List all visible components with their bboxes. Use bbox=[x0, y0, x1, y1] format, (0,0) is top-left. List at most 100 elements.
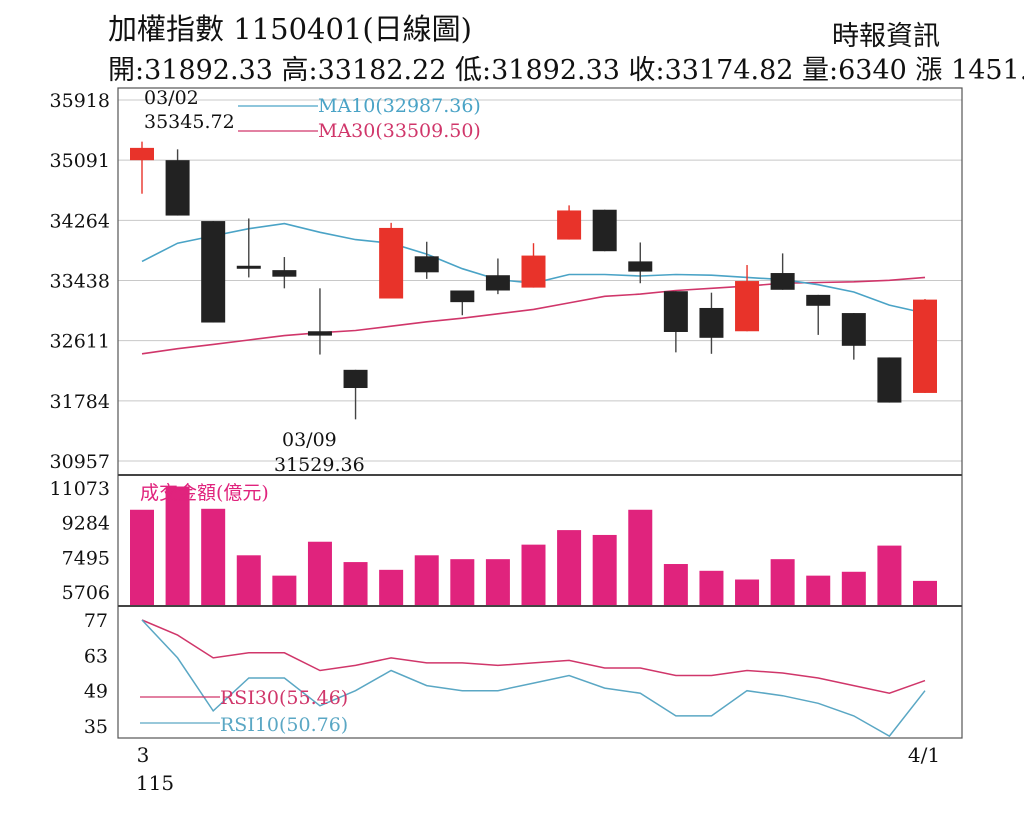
candle-body-down bbox=[343, 369, 368, 389]
rsi-tick-label: 49 bbox=[84, 681, 108, 703]
candle bbox=[628, 242, 653, 284]
candle-body-down bbox=[877, 357, 902, 403]
candles-layer bbox=[130, 141, 937, 420]
candle-body-up bbox=[521, 255, 546, 288]
candle bbox=[770, 253, 795, 290]
candle bbox=[201, 221, 226, 323]
candle-body-down bbox=[272, 270, 297, 277]
volume-tick-label: 9284 bbox=[62, 513, 110, 535]
ma10-legend: MA10(32987.36) bbox=[318, 95, 481, 117]
candle bbox=[841, 313, 866, 360]
candle bbox=[414, 241, 439, 279]
candle-body-down bbox=[236, 265, 261, 269]
candle-body-down bbox=[841, 313, 866, 346]
candle bbox=[165, 149, 190, 216]
candle-body-up bbox=[557, 210, 582, 240]
x-tick-sublabel: 115 bbox=[136, 771, 174, 795]
candle-body-down bbox=[450, 290, 475, 303]
x-tick-label: 3 bbox=[137, 743, 150, 767]
candle-body-down bbox=[663, 291, 688, 332]
ma30-line bbox=[141, 276, 926, 355]
volume-bar bbox=[343, 562, 368, 606]
candle-body-down bbox=[201, 221, 226, 323]
labels-layer: MA10(32987.36) MA30(33509.50) 03/0235345.7… bbox=[140, 87, 481, 736]
price-tick-label: 33438 bbox=[50, 271, 110, 293]
volume-bar bbox=[841, 571, 866, 606]
candle bbox=[806, 294, 831, 335]
rsi-y-axis: 77 63 49 35 bbox=[84, 610, 108, 738]
rsi10-legend: RSI10(50.76) bbox=[220, 714, 348, 736]
candle-body-down bbox=[806, 294, 831, 306]
candle-body-up bbox=[130, 147, 154, 161]
plot-border bbox=[117, 87, 963, 739]
volume-tick-label: 5706 bbox=[62, 582, 110, 604]
volume-bar bbox=[877, 545, 902, 606]
low-annotation-date: 03/09 bbox=[282, 429, 337, 451]
candle-body-down bbox=[699, 307, 724, 338]
high-annotation-date: 03/02 bbox=[144, 87, 199, 109]
candle bbox=[877, 357, 902, 403]
candle bbox=[485, 258, 510, 295]
volume-bar bbox=[913, 580, 937, 606]
rsi-lines-layer bbox=[141, 619, 926, 738]
x-axis: 3 115 4/1 bbox=[136, 743, 940, 795]
low-annotation-value: 31529.36 bbox=[274, 454, 365, 476]
candle bbox=[521, 243, 546, 288]
candle-body-up bbox=[379, 227, 404, 299]
volume-bar bbox=[379, 569, 404, 606]
price-tick-label: 31784 bbox=[50, 391, 110, 413]
volume-bar bbox=[806, 575, 831, 606]
candle-body-down bbox=[165, 160, 190, 216]
x-tick-label: 4/1 bbox=[908, 743, 940, 767]
candle-body-up bbox=[735, 281, 760, 332]
candle-body-down bbox=[770, 273, 795, 290]
price-tick-label: 34264 bbox=[50, 210, 110, 232]
ohlc-stats: 開:31892.33 高:33182.22 低:31892.33 收:33174… bbox=[108, 55, 1024, 86]
rsi30-line bbox=[141, 619, 926, 694]
volume-bar bbox=[272, 575, 297, 606]
volume-bar bbox=[663, 564, 688, 606]
chart-title: 加權指數 1150401(日線圖) bbox=[108, 12, 473, 46]
candle bbox=[735, 265, 760, 332]
volume-bar bbox=[592, 534, 617, 606]
volume-bar bbox=[628, 509, 653, 606]
candle-body-down bbox=[485, 275, 510, 291]
price-tick-label: 32611 bbox=[50, 331, 110, 353]
candle bbox=[592, 209, 617, 252]
candle-body-down bbox=[592, 209, 617, 252]
price-tick-label: 35918 bbox=[50, 90, 110, 112]
volume-bar bbox=[201, 508, 226, 606]
candle bbox=[343, 369, 368, 420]
candle bbox=[130, 141, 154, 194]
rsi-tick-label: 77 bbox=[84, 610, 108, 632]
high-annotation-value: 35345.72 bbox=[144, 111, 235, 133]
volume-bar bbox=[307, 541, 332, 606]
ma30-line-layer bbox=[141, 276, 926, 355]
volume-bar bbox=[236, 555, 261, 606]
candle bbox=[699, 292, 724, 354]
candle bbox=[663, 291, 688, 353]
volume-y-axis: 11073 9284 7495 5706 bbox=[50, 478, 110, 604]
candle bbox=[450, 290, 475, 316]
volume-bar bbox=[557, 530, 582, 606]
candle bbox=[272, 257, 297, 289]
volume-bars-layer bbox=[130, 486, 937, 606]
volume-bar bbox=[699, 570, 724, 606]
candle-body-down bbox=[307, 331, 332, 336]
rsi10-line bbox=[141, 619, 926, 738]
rsi30-legend: RSI30(55.46) bbox=[220, 687, 348, 709]
price-tick-label: 35091 bbox=[50, 150, 110, 172]
volume-bar bbox=[735, 579, 760, 606]
candle bbox=[379, 222, 404, 299]
candle bbox=[307, 288, 332, 355]
volume-bar bbox=[485, 559, 510, 606]
candle bbox=[913, 299, 937, 393]
volume-bar bbox=[414, 555, 439, 606]
candle-body-down bbox=[414, 256, 439, 273]
candle-body-down bbox=[628, 261, 653, 272]
volume-bar bbox=[130, 509, 154, 606]
volume-bar bbox=[770, 559, 795, 606]
candle-body-up bbox=[913, 299, 937, 393]
candle bbox=[557, 205, 582, 240]
